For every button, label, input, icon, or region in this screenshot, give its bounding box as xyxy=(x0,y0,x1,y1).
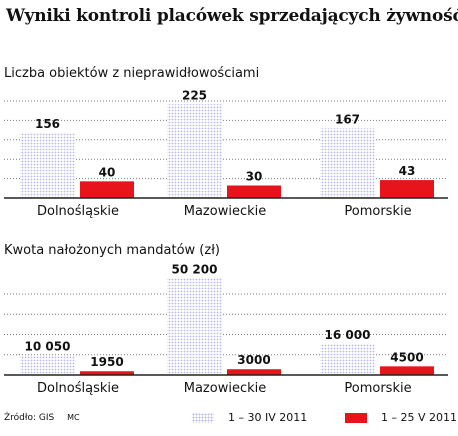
bar-may xyxy=(380,180,434,198)
data-label-april: 16 000 xyxy=(325,328,371,342)
data-label-april: 10 050 xyxy=(25,340,71,354)
data-label-april: 167 xyxy=(335,112,360,126)
chart-2-fines-amount: 10 050 1950 Dolnośląskie 50 200 3000 Mazowiec… xyxy=(4,262,448,396)
bar-april xyxy=(167,278,222,375)
source-label: Źródło: GIS xyxy=(4,413,55,423)
bar-april xyxy=(320,344,375,375)
legend-item-april: 1 – 30 IV 2011 xyxy=(192,411,307,424)
legend-label-april: 1 – 30 IV 2011 xyxy=(228,411,308,424)
legend-label-may: 1 – 25 V 2011 xyxy=(381,411,458,424)
bar-april xyxy=(20,133,75,198)
bar-april xyxy=(20,355,75,375)
chart-1-violations-count: 156 40 Dolnośląskie 225 30 Mazowieckie 167 43 Po… xyxy=(4,88,448,219)
bar-april xyxy=(167,104,222,198)
chart-1-subtitle: Liczba obiektów z nieprawidłowościami xyxy=(4,66,260,81)
bar-may xyxy=(227,369,281,375)
data-label-april: 225 xyxy=(182,88,207,102)
category-label: Pomorskie xyxy=(344,204,411,219)
chart-2-subtitle: Kwota nałożonych mandatów (zł) xyxy=(4,243,220,258)
data-label-april: 50 200 xyxy=(172,262,218,276)
data-label-april: 156 xyxy=(35,117,60,131)
legend-swatch-solid xyxy=(345,412,367,423)
bar-may xyxy=(80,181,134,198)
source-note: Źródło: GIS MC xyxy=(4,413,80,423)
bar-may xyxy=(227,185,281,198)
legend-item-may: 1 – 25 V 2011 xyxy=(345,411,457,424)
data-label-may: 1950 xyxy=(90,355,123,369)
bar-april xyxy=(320,128,375,198)
category-label: Mazowieckie xyxy=(184,381,267,396)
category-label: Dolnośląskie xyxy=(37,204,119,219)
legend-swatch-dotted xyxy=(192,412,214,423)
bar-may xyxy=(380,366,434,375)
category-label: Mazowieckie xyxy=(184,204,267,219)
data-label-may: 43 xyxy=(399,164,416,178)
data-label-may: 3000 xyxy=(237,353,270,367)
category-label: Dolnośląskie xyxy=(37,381,119,396)
bar-may xyxy=(80,371,134,375)
data-label-may: 4500 xyxy=(390,350,423,364)
category-label: Pomorskie xyxy=(344,381,411,396)
chart-title: Wyniki kontroli placówek sprzedających ż… xyxy=(6,6,458,26)
data-label-may: 40 xyxy=(99,165,116,179)
author-initials: MC xyxy=(67,413,80,422)
data-label-may: 30 xyxy=(246,170,263,184)
